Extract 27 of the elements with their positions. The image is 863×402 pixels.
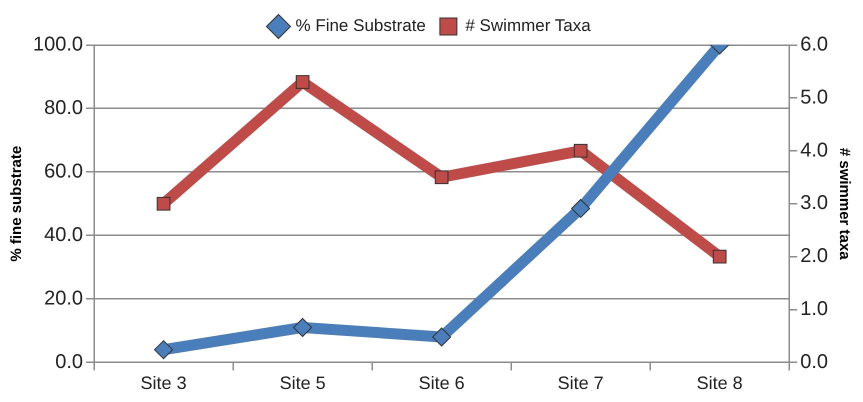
y-tick-label: 40.0	[44, 224, 84, 246]
point	[434, 170, 448, 184]
x-tick-label: Site 3	[140, 373, 187, 394]
x-tick-label: Site 6	[418, 373, 465, 394]
y-tick-label: 100.0	[32, 34, 84, 56]
y-tick-label: 60.0	[44, 160, 84, 182]
y-tick-label: 0.0	[55, 350, 84, 373]
y2-tick-label: 5.0	[800, 86, 828, 108]
y2-tick-label: 1.0	[800, 298, 828, 320]
y-axis-title: % fine substrate	[8, 146, 26, 262]
x-tick-label: Site 5	[280, 373, 326, 394]
point	[712, 250, 727, 264]
point	[574, 144, 588, 158]
x-tick-label: Site 7	[558, 373, 604, 394]
point	[296, 75, 310, 89]
y-tick-label: 80.0	[44, 96, 84, 119]
y2-tick-label: 0.0	[800, 350, 828, 373]
y2-tick-label: 6.0	[800, 34, 828, 56]
y-tick-label: 20.0	[44, 287, 84, 310]
y2-tick-label: 2.0	[800, 245, 828, 268]
y2-tick-label: 3.0	[800, 192, 828, 214]
y2-tick-label: 4.0	[800, 139, 828, 162]
y2-axis-title: # swimmer taxa	[836, 148, 853, 260]
x-tick-label: Site 8	[696, 373, 743, 394]
legend-label: # Swimmer Taxa	[465, 16, 592, 36]
legend-label: % Fine Substrate	[295, 16, 426, 36]
point	[156, 196, 170, 211]
